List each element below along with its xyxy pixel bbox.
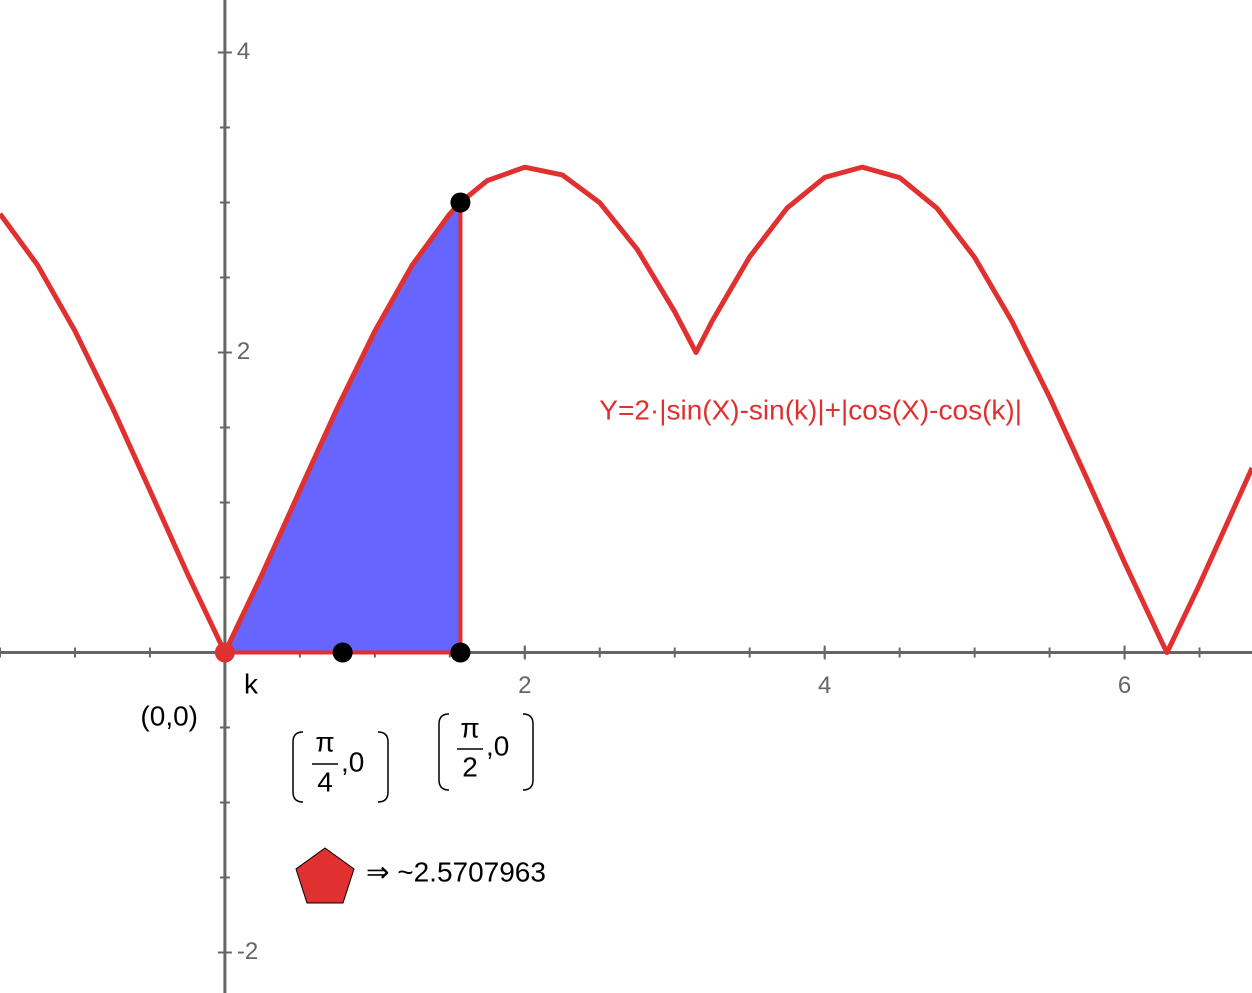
fraction-label: π 4 ,0 [292,726,389,803]
point [214,642,235,663]
denominator: 2 [462,751,478,782]
point [332,642,353,663]
point [450,642,471,663]
tail: ,0 [486,730,509,761]
function-label: Y=2·|sin(X)-sin(k)|+|cos(X)-cos(k)| [599,394,1022,425]
numerator: π [460,712,479,743]
area-label: ⇒ ~2.5707963 [366,856,546,887]
plot [0,164,1252,663]
point-label: (0,0) [140,700,198,731]
point-label: k [244,668,259,699]
numerator: π [315,726,334,757]
x-tick-label: 4 [818,672,831,699]
shaded-area [221,197,463,655]
bracket [292,731,304,803]
y-tick-label: -2 [237,938,258,965]
area-icon [295,847,355,904]
x-tick-label: 2 [518,672,531,699]
denominator: 4 [317,766,333,797]
bracket [377,731,389,803]
y-tick-label: 4 [237,38,250,65]
fraction-label: π 2 ,0 [438,712,534,791]
bracket [522,713,534,791]
tail: ,0 [341,746,364,777]
x-tick-label: 6 [1118,672,1131,699]
point [450,192,471,213]
bracket [438,713,450,791]
curve [0,164,1252,655]
y-tick-label: 2 [237,338,250,365]
